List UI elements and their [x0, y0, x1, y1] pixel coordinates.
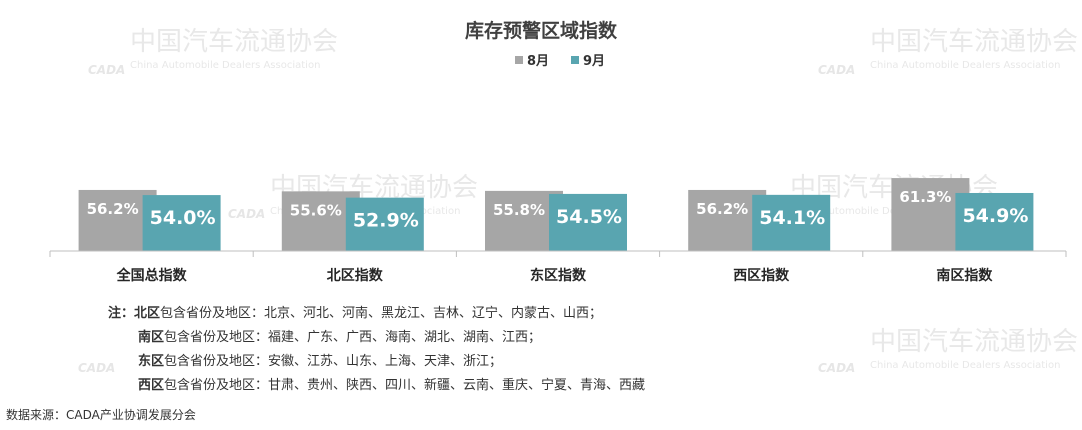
category-label: 北区指数 — [327, 267, 384, 284]
category-label: 南区指数 — [936, 267, 993, 284]
data-label: 54.5% — [556, 206, 622, 228]
note-line: 西区包含省份及地区：甘肃、贵州、陕西、四川、新疆、云南、重庆、宁夏、青海、西藏 — [108, 374, 645, 398]
x-axis — [49, 250, 1067, 257]
watermark-logo-text: CADA — [818, 361, 855, 375]
note-region: 南区 — [138, 330, 165, 345]
watermark-top-right: CADA 中国汽车流通协会 China Automobile Dealers A… — [818, 27, 1078, 77]
watermark-name-cn: 中国汽车流通协会 — [870, 327, 1078, 357]
category-labels: 全国总指数 北区指数 东区指数 西区指数 南区指数 — [116, 267, 994, 284]
bar-sep — [752, 194, 831, 251]
data-label: 56.2% — [696, 200, 748, 218]
data-label: 61.3% — [899, 188, 951, 206]
category-label: 西区指数 — [733, 267, 790, 284]
legend: 8月 9月 — [515, 54, 605, 69]
data-labels: 56.2% 54.0% 55.6% 52.9% 55.8% 54.5% 56.2% 54.1%… — [87, 188, 1029, 232]
watermark-logo-text: CADA — [78, 361, 115, 375]
watermark-name-en: China Automobile Dealers Association — [790, 206, 980, 217]
category-label: 东区指数 — [530, 267, 587, 284]
bar-sep — [345, 197, 424, 251]
data-label: 52.9% — [353, 210, 419, 232]
data-label: 56.2% — [87, 200, 139, 218]
bar-sep — [142, 195, 221, 251]
note-region: 北区 — [134, 306, 161, 321]
note-text: 包含省份及地区：北京、河北、河南、黑龙江、吉林、辽宁、内蒙古、山西； — [160, 306, 603, 321]
note-line: 东区包含省份及地区：安徽、江苏、山东、上海、天津、浙江； — [108, 350, 645, 374]
watermark-name-cn: 中国汽车流通协会 — [870, 27, 1078, 57]
watermark-name-en: China Automobile Dealers Association — [130, 60, 320, 71]
note-prefix: 注： — [108, 306, 135, 321]
data-label: 55.6% — [290, 201, 342, 219]
legend-label: 9月 — [583, 54, 605, 69]
watermark-logo-text: CADA — [88, 63, 125, 77]
data-label: 55.8% — [493, 201, 545, 219]
category-label: 全国总指数 — [116, 267, 188, 284]
watermark-bottom: CADA CADA 中国汽车流通协会 China Automobile Deal… — [78, 327, 1078, 375]
bar-sep — [549, 193, 627, 251]
watermark-top-left: CADA 中国汽车流通协会 China Automobile Dealers A… — [88, 27, 338, 77]
data-label: 54.0% — [150, 207, 216, 229]
note-text: 包含省份及地区：甘肃、贵州、陕西、四川、新疆、云南、重庆、宁夏、青海、西藏 — [164, 378, 646, 393]
chart-title: 库存预警区域指数 — [465, 19, 618, 42]
watermark-logo-text: CADA — [818, 63, 855, 77]
note-text: 包含省份及地区：福建、广东、广西、海南、湖北、湖南、江西； — [164, 330, 542, 345]
notes: 注：北区包含省份及地区：北京、河北、河南、黑龙江、吉林、辽宁、内蒙古、山西； 南… — [108, 302, 645, 398]
note-region: 东区 — [138, 354, 165, 369]
data-label: 54.9% — [962, 205, 1028, 227]
note-region: 西区 — [138, 378, 165, 393]
data-label: 54.1% — [759, 207, 825, 229]
note-line: 注：北区包含省份及地区：北京、河北、河南、黑龙江、吉林、辽宁、内蒙古、山西； — [108, 302, 645, 326]
watermark-name-en: China Automobile Dealers Association — [870, 60, 1060, 71]
bars — [78, 178, 1034, 251]
bar-sep — [955, 192, 1034, 251]
data-source: 数据来源：CADA产业协调发展分会 — [6, 408, 196, 422]
watermark-logo-text: CADA — [228, 207, 265, 221]
watermark-name-cn: 中国汽车流通协会 — [130, 27, 338, 57]
legend-label: 8月 — [527, 54, 549, 69]
legend-swatch — [571, 56, 579, 64]
legend-swatch — [515, 56, 523, 64]
note-line: 南区包含省份及地区：福建、广东、广西、海南、湖北、湖南、江西； — [108, 326, 645, 350]
watermark-name-en: China Automobile Dealers Association — [870, 360, 1060, 371]
note-text: 包含省份及地区：安徽、江苏、山东、上海、天津、浙江； — [164, 354, 503, 369]
